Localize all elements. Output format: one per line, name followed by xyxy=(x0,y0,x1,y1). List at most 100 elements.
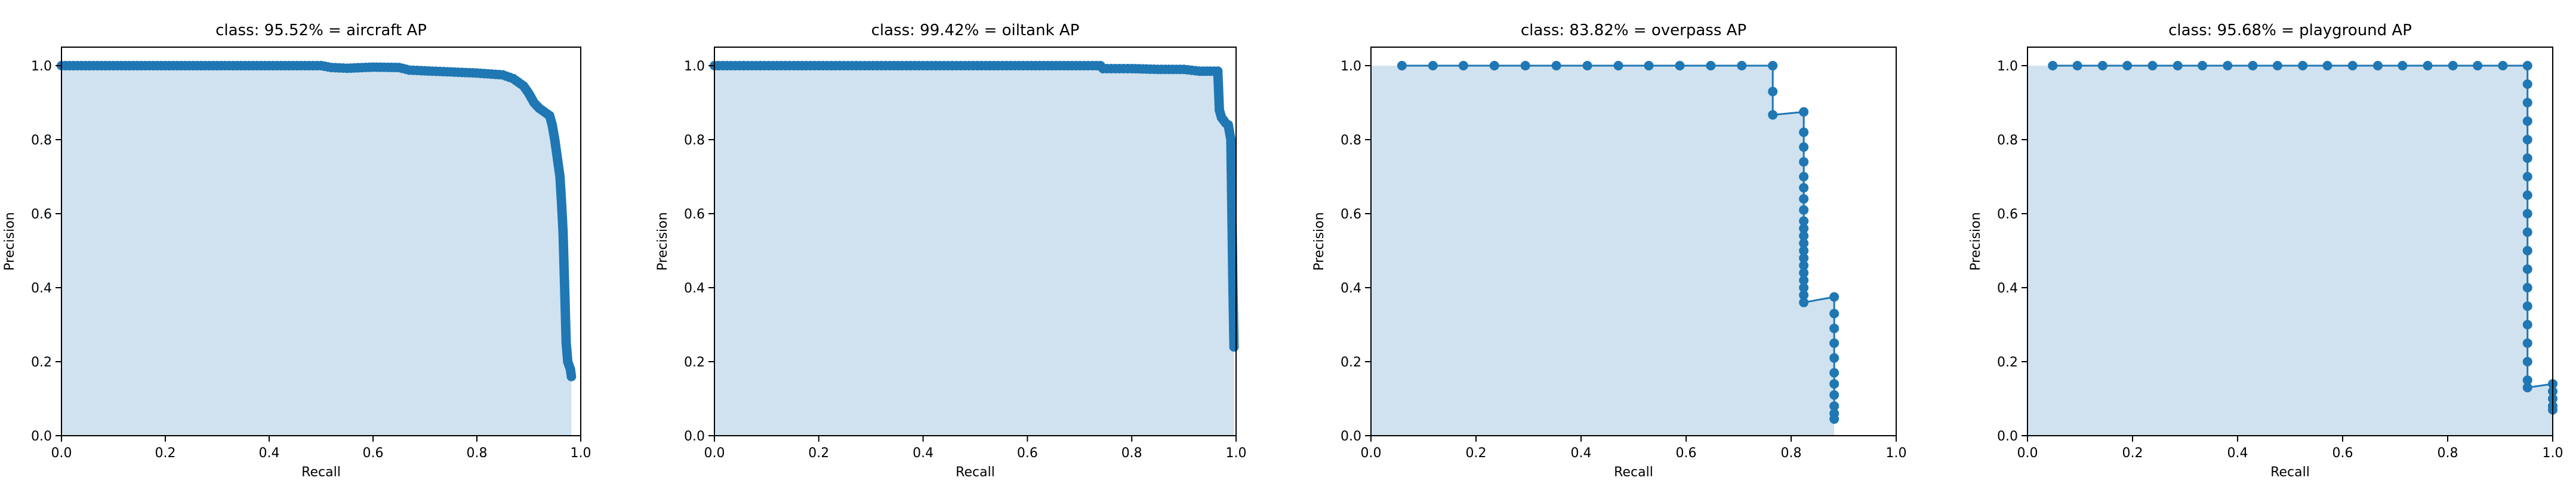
pr-point xyxy=(1799,183,1809,193)
pr-point xyxy=(1520,61,1530,70)
chart-title: class: 95.52% = aircraft AP xyxy=(215,21,427,39)
x-tick-label: 1.0 xyxy=(1886,446,1907,461)
pr-point xyxy=(2522,264,2532,274)
y-tick-label: 0.6 xyxy=(684,207,705,222)
x-tick-label: 0.8 xyxy=(1121,446,1142,461)
pr-point xyxy=(1737,61,1747,70)
y-tick-label: 0.0 xyxy=(31,429,52,444)
chart-title: class: 99.42% = oiltank AP xyxy=(871,21,1080,39)
x-tick-label: 0.8 xyxy=(467,446,488,461)
pr-point xyxy=(1582,61,1592,70)
pr-curve-line xyxy=(1401,64,1835,420)
y-tick-label: 0.8 xyxy=(684,133,705,148)
pr-point xyxy=(1829,379,1839,389)
pr-point xyxy=(1829,401,1839,411)
y-tick-label: 0.2 xyxy=(684,355,705,370)
pr-point xyxy=(1551,61,1561,70)
pr-point xyxy=(2322,61,2332,70)
pr-point xyxy=(2248,61,2258,70)
pr-point xyxy=(2522,301,2532,311)
pr-point xyxy=(1675,61,1685,70)
pr-point xyxy=(566,371,577,381)
pr-point xyxy=(2522,98,2532,107)
pr-point xyxy=(1829,353,1839,363)
y-tick-label: 0.6 xyxy=(1341,207,1361,222)
subplot-3: 0.0 0.2 0.4 0.6 0.8 1.0 0.0 0.2 0.4 0.6 0.8 1.0 clas… xyxy=(1312,21,1907,480)
pr-point xyxy=(1799,246,1809,255)
pr-point xyxy=(2122,61,2133,70)
y-tick-label: 0.4 xyxy=(1341,281,1361,296)
axes-frame xyxy=(1370,47,1897,436)
y-tick-label: 0.4 xyxy=(684,281,705,296)
pr-point xyxy=(1799,205,1809,215)
y-axis-label: Precision xyxy=(1312,212,1327,270)
pr-point xyxy=(1799,194,1809,204)
pr-point xyxy=(2097,61,2107,70)
pr-point xyxy=(1428,61,1438,70)
pr-point xyxy=(1829,338,1839,348)
pr-point xyxy=(2522,153,2532,163)
x-tick-label: 0.2 xyxy=(155,446,176,461)
pr-point xyxy=(1799,297,1809,307)
pr-point xyxy=(1644,61,1654,70)
pr-point xyxy=(2522,383,2532,393)
axes-frame xyxy=(61,47,581,436)
pr-point xyxy=(2522,135,2532,144)
pr-point xyxy=(1489,61,1499,70)
pr-point xyxy=(1799,238,1809,248)
x-tick-label: 0.0 xyxy=(2017,446,2038,461)
y-axis-label: Precision xyxy=(1968,212,1983,270)
pr-point xyxy=(2347,61,2358,70)
pr-point xyxy=(2522,283,2532,292)
y-tick-label: 1.0 xyxy=(1341,59,1361,74)
axes-frame xyxy=(714,47,1237,436)
pr-point xyxy=(1829,414,1839,424)
y-tick-label: 0.2 xyxy=(31,355,52,370)
pr-point xyxy=(2522,190,2532,200)
pr-point xyxy=(2272,61,2282,70)
y-tick-label: 0.2 xyxy=(1341,355,1361,370)
pr-point xyxy=(2522,320,2532,329)
pr-point xyxy=(2423,61,2433,70)
x-tick-label: 1.0 xyxy=(2543,446,2563,461)
y-tick-label: 0.2 xyxy=(1997,355,2018,370)
pr-point xyxy=(2522,357,2532,366)
pr-point xyxy=(1768,61,1778,70)
x-tick-label: 0.6 xyxy=(2332,446,2353,461)
pr-point xyxy=(2223,61,2233,70)
pr-point xyxy=(1768,110,1778,120)
subplot-1: 0.0 0.2 0.4 0.6 0.8 1.0 0.0 0.2 0.4 0.6 0.8 1.0 clas… xyxy=(2,21,591,480)
x-tick-label: 0.4 xyxy=(1571,446,1592,461)
pr-point xyxy=(1613,61,1623,70)
pr-point xyxy=(2398,61,2408,70)
y-tick-label: 0.6 xyxy=(1997,207,2018,222)
pr-point xyxy=(2048,61,2058,70)
pr-point xyxy=(1799,268,1809,278)
y-tick-label: 1.0 xyxy=(31,59,52,74)
x-tick-label: 0.6 xyxy=(363,446,384,461)
pr-point xyxy=(1799,223,1809,233)
x-tick-label: 0.2 xyxy=(2122,446,2143,461)
y-tick-label: 1.0 xyxy=(1997,59,2018,74)
pr-point xyxy=(1829,390,1839,400)
pr-point xyxy=(1799,253,1809,263)
x-tick-label: 0.6 xyxy=(1676,446,1697,461)
pr-point xyxy=(1799,157,1809,167)
pr-point xyxy=(1829,368,1839,378)
x-tick-label: 0.0 xyxy=(704,446,725,461)
y-tick-label: 0.0 xyxy=(684,429,705,444)
pr-point xyxy=(1458,61,1468,70)
pr-point xyxy=(1799,290,1809,300)
x-tick-label: 0.0 xyxy=(51,446,72,461)
pr-point xyxy=(1706,61,1716,70)
pr-point xyxy=(2522,227,2532,237)
x-tick-label: 0.2 xyxy=(808,446,829,461)
pr-area xyxy=(61,66,572,436)
pr-point xyxy=(2522,246,2532,255)
pr-point xyxy=(2522,209,2532,218)
pr-point xyxy=(1799,107,1809,117)
pr-point xyxy=(1768,87,1778,97)
pr-point xyxy=(1799,216,1809,226)
y-tick-label: 0.0 xyxy=(1997,429,2018,444)
